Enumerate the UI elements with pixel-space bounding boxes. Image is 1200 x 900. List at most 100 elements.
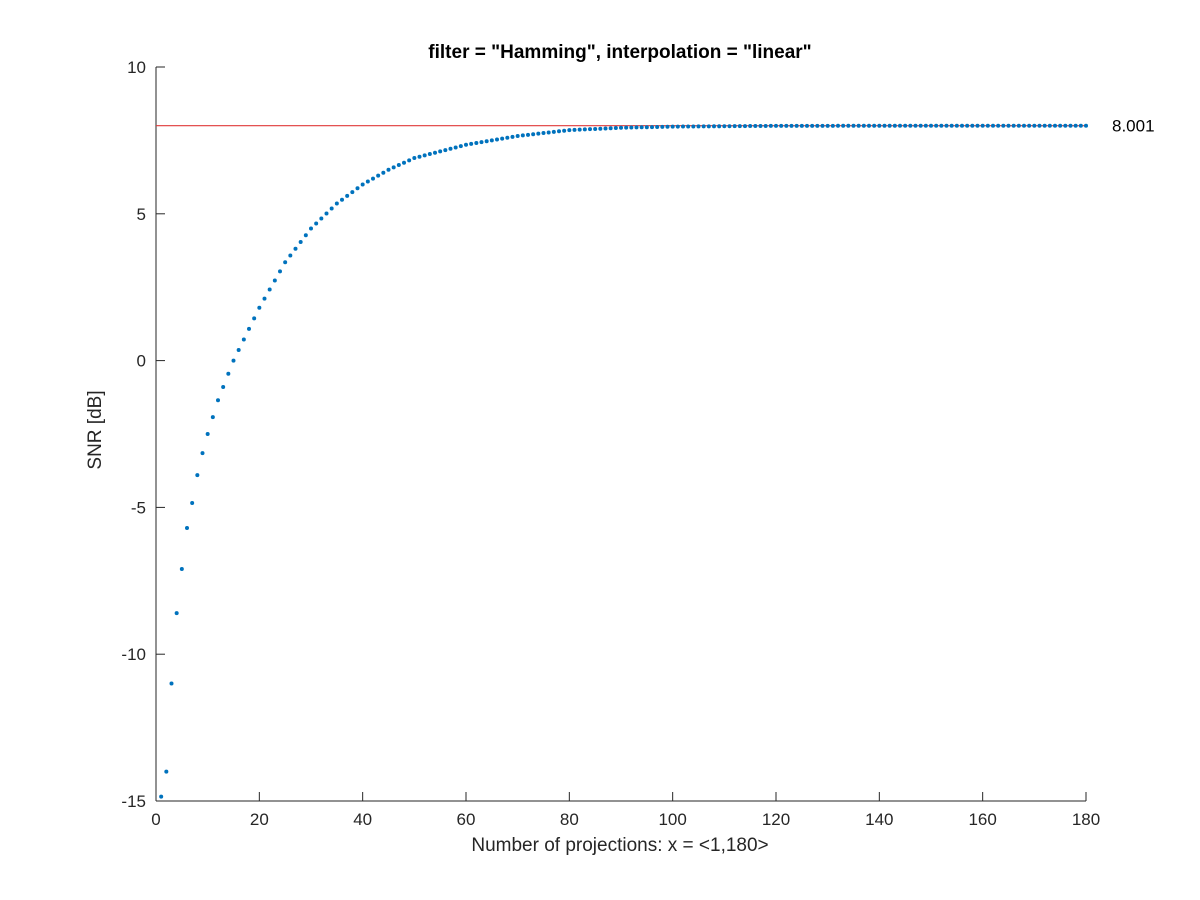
data-point — [691, 124, 696, 129]
x-tick-label: 0 — [151, 810, 160, 829]
data-point — [670, 124, 675, 129]
data-point — [1042, 123, 1047, 128]
data-point — [588, 127, 592, 132]
data-point — [293, 246, 298, 251]
data-point — [350, 190, 355, 195]
data-point — [355, 186, 360, 191]
data-point — [226, 371, 231, 376]
data-point — [836, 123, 840, 128]
data-point — [753, 124, 758, 129]
data-point — [634, 125, 639, 130]
data-point — [923, 123, 928, 128]
data-point — [908, 123, 913, 128]
data-point — [371, 176, 375, 181]
data-point — [505, 135, 510, 140]
data-point — [608, 126, 613, 131]
data-point — [159, 794, 164, 799]
data-point — [309, 226, 313, 231]
data-point — [443, 148, 448, 153]
data-point — [665, 124, 670, 129]
x-tick-label: 40 — [353, 810, 372, 829]
data-point — [386, 167, 391, 172]
x-tick-label: 60 — [457, 810, 476, 829]
data-point — [324, 211, 329, 216]
data-point — [737, 124, 742, 129]
x-tick-label: 20 — [250, 810, 269, 829]
data-point — [453, 145, 458, 150]
x-tick-label: 160 — [968, 810, 996, 829]
data-point — [1006, 123, 1011, 128]
data-point — [252, 316, 257, 321]
data-point — [577, 127, 582, 132]
data-point — [954, 123, 959, 128]
data-point — [396, 163, 401, 168]
data-point — [531, 132, 536, 137]
data-point — [169, 681, 174, 686]
data-point — [257, 305, 262, 310]
data-point — [195, 473, 200, 478]
data-point — [562, 128, 567, 133]
data-point — [882, 123, 887, 128]
data-point — [200, 451, 205, 456]
data-point — [619, 125, 623, 130]
data-point — [1027, 123, 1032, 128]
y-tick-label: 5 — [137, 205, 146, 224]
data-point — [1084, 123, 1088, 128]
data-point — [469, 141, 474, 146]
data-point — [877, 123, 882, 128]
data-point — [830, 123, 835, 128]
data-point — [433, 150, 437, 155]
data-point — [407, 158, 412, 163]
y-tick-label: -15 — [121, 792, 146, 811]
data-point — [278, 269, 282, 274]
data-point — [887, 123, 892, 128]
data-point — [174, 611, 179, 616]
data-point — [856, 123, 861, 128]
data-point — [526, 132, 530, 137]
data-point — [376, 173, 381, 178]
data-point — [867, 123, 871, 128]
data-point — [732, 124, 737, 129]
data-point — [1016, 123, 1021, 128]
data-point — [789, 123, 794, 128]
data-point — [913, 123, 918, 128]
data-point — [996, 123, 1001, 128]
data-point — [283, 260, 288, 265]
data-point — [918, 123, 923, 128]
data-point — [774, 123, 778, 128]
axes — [155, 66, 1087, 802]
data-point — [484, 139, 489, 144]
x-tick-label: 180 — [1072, 810, 1100, 829]
data-point — [438, 149, 443, 154]
data-point — [1001, 123, 1006, 128]
data-point — [768, 123, 773, 128]
data-point — [613, 126, 618, 131]
data-point — [500, 136, 505, 141]
x-tick-label: 100 — [658, 810, 686, 829]
data-point — [216, 398, 220, 403]
data-point — [567, 128, 572, 133]
data-point — [696, 124, 701, 129]
x-tick-label: 80 — [560, 810, 579, 829]
data-point — [675, 124, 680, 129]
y-tick-label: 0 — [137, 352, 146, 371]
data-point — [799, 123, 804, 128]
data-point — [262, 296, 267, 301]
data-point — [241, 337, 246, 342]
data-point — [520, 133, 525, 138]
data-point — [510, 134, 515, 139]
data-point — [340, 197, 344, 202]
data-point — [1053, 123, 1057, 128]
data-point — [1068, 123, 1073, 128]
data-point — [381, 170, 386, 175]
data-point — [391, 165, 396, 170]
data-point — [975, 123, 980, 128]
data-point — [846, 123, 851, 128]
data-point — [546, 130, 551, 135]
data-point — [179, 567, 184, 572]
data-point — [422, 153, 427, 158]
reference-line-label: 8.001 — [1112, 117, 1155, 136]
data-point — [479, 140, 484, 145]
data-point — [474, 141, 479, 146]
